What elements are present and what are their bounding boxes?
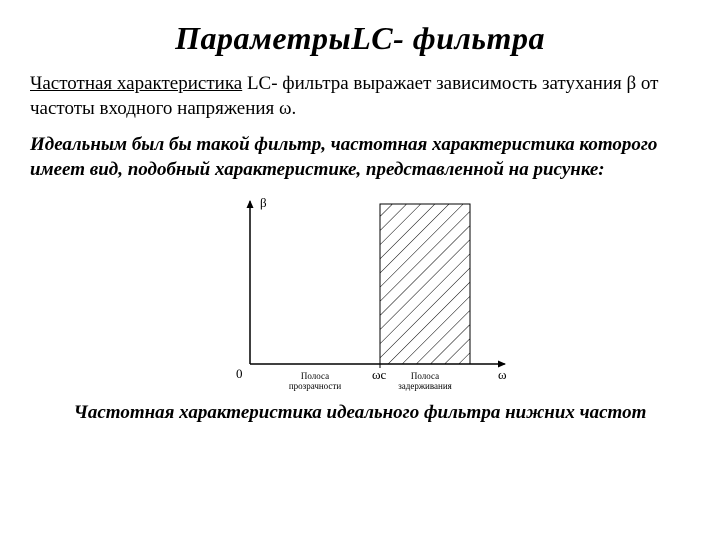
frequency-response-chart: βω0ωсПолосапрозрачностиПолосазадерживани… bbox=[195, 189, 525, 394]
svg-text:Полоса: Полоса bbox=[301, 371, 329, 381]
svg-text:β: β bbox=[260, 195, 267, 210]
paragraph-frequency-response: Частотная характеристика LC- фильтра выр… bbox=[30, 72, 690, 121]
svg-text:Полоса: Полоса bbox=[411, 371, 439, 381]
chart-caption: Частотная характеристика идеального филь… bbox=[30, 402, 690, 424]
svg-text:ω: ω bbox=[498, 367, 507, 382]
paragraph-ideal-filter: Идеальным был бы такой фильтр, частотная… bbox=[30, 133, 690, 182]
page-title: ПараметрыLC- фильтра bbox=[30, 20, 690, 57]
chart-container: βω0ωсПолосапрозрачностиПолосазадерживани… bbox=[30, 189, 690, 394]
svg-text:0: 0 bbox=[236, 366, 243, 381]
svg-text:задерживания: задерживания bbox=[398, 381, 452, 391]
svg-text:ωс: ωс bbox=[372, 367, 387, 382]
underlined-term: Частотная характеристика bbox=[30, 73, 242, 94]
svg-text:прозрачности: прозрачности bbox=[289, 381, 342, 391]
